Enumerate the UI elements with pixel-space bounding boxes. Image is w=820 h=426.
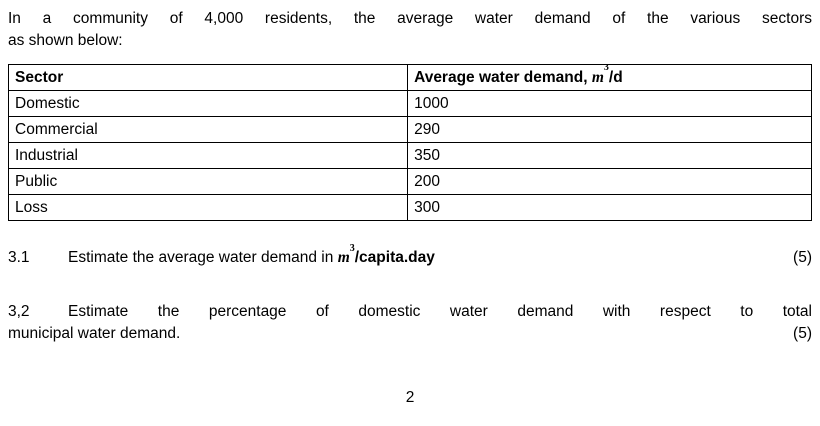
sector-cell: Commercial bbox=[7, 116, 409, 143]
demand-cell: 1000 bbox=[407, 90, 812, 117]
table-row: Domestic 1000 bbox=[7, 90, 812, 117]
page-footer: 2 bbox=[8, 387, 812, 409]
table-row: Commercial 290 bbox=[7, 116, 812, 143]
page-number: 2 bbox=[405, 389, 415, 406]
water-demand-table: Sector Average water demand, m3/d Domest… bbox=[7, 64, 812, 221]
demand-cell: 290 bbox=[407, 116, 812, 143]
question-text: Estimate the percentage of domestic wate… bbox=[68, 303, 812, 320]
col-header-sector: Sector bbox=[7, 64, 409, 91]
question-3-2-continued: municipal water demand. (5) bbox=[8, 323, 812, 345]
marks-label: (5) bbox=[793, 249, 812, 266]
col-header-demand: Average water demand, m3/d bbox=[407, 64, 812, 91]
question-3-1: 3.1 Estimate the average water demand in… bbox=[8, 243, 812, 269]
sector-cell: Public bbox=[7, 168, 409, 195]
table-row: Industrial 350 bbox=[7, 142, 812, 169]
table-row: Public 200 bbox=[7, 168, 812, 195]
question-number: 3,2 bbox=[8, 303, 30, 320]
unit-per-day: /d bbox=[608, 68, 623, 86]
unit-per-capita-day: /capita.day bbox=[354, 249, 435, 266]
table-header-row: Sector Average water demand, m3/d bbox=[7, 64, 812, 91]
sector-cell: Industrial bbox=[7, 142, 409, 169]
table-row: Loss 300 bbox=[7, 194, 812, 221]
intro-line-1: In a community of 4,000 residents, the a… bbox=[8, 10, 812, 27]
question-text: Estimate the average water demand in m3/… bbox=[68, 243, 435, 269]
demand-header-text: Average water demand, bbox=[414, 68, 592, 86]
sector-cell: Loss bbox=[7, 194, 409, 221]
unit-m: m bbox=[337, 249, 350, 266]
demand-cell: 350 bbox=[407, 142, 812, 169]
demand-cell: 300 bbox=[407, 194, 812, 221]
unit-exponent: 3 bbox=[603, 64, 609, 74]
question-3-2: 3,2 Estimate the percentage of domestic … bbox=[8, 301, 812, 323]
intro-line-2: as shown below: bbox=[8, 32, 123, 49]
question-text-body: Estimate the average water demand in bbox=[68, 249, 338, 266]
demand-cell: 200 bbox=[407, 168, 812, 195]
marks-label: (5) bbox=[793, 325, 812, 342]
sector-cell: Domestic bbox=[7, 90, 409, 117]
unit-exponent: 3 bbox=[349, 242, 355, 254]
question-number: 3.1 bbox=[8, 249, 30, 266]
unit-m: m bbox=[591, 68, 604, 86]
question-text-continued: municipal water demand. bbox=[8, 325, 181, 342]
